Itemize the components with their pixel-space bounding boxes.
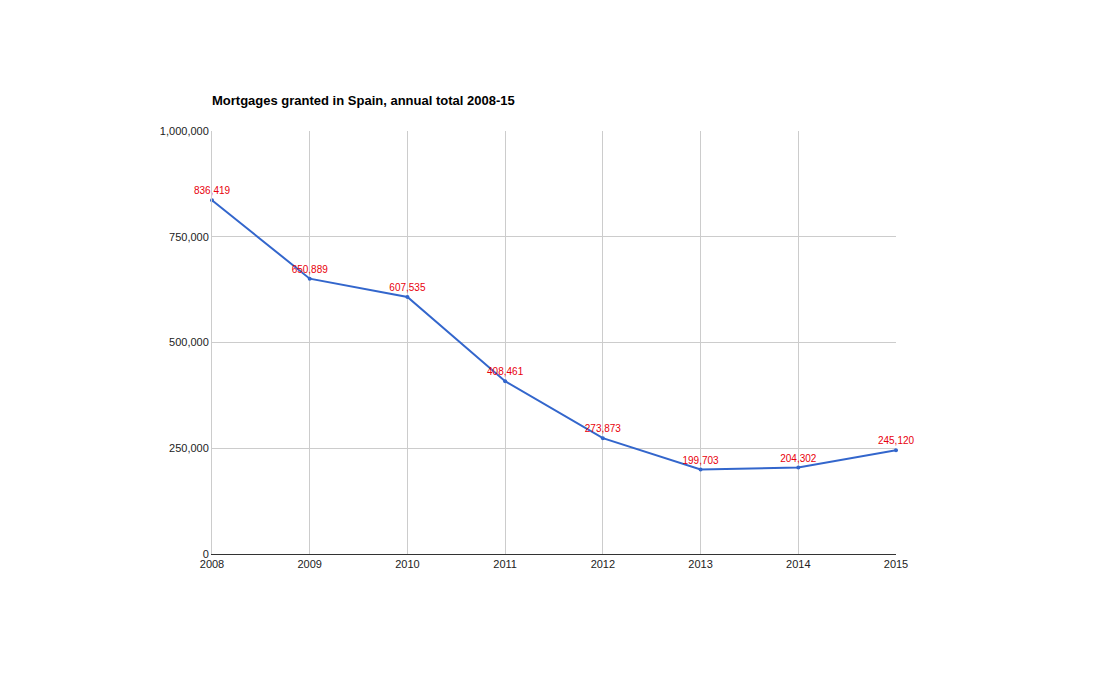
svg-text:2008: 2008 xyxy=(200,558,224,570)
svg-text:2010: 2010 xyxy=(395,558,419,570)
svg-text:1,000,000: 1,000,000 xyxy=(160,125,209,137)
svg-text:408,461: 408,461 xyxy=(487,366,524,377)
svg-text:650,889: 650,889 xyxy=(292,264,329,275)
svg-text:199,703: 199,703 xyxy=(682,455,719,466)
svg-text:245,120: 245,120 xyxy=(878,435,915,446)
svg-text:Mortgages granted in Spain, an: Mortgages granted in Spain, annual total… xyxy=(212,93,515,108)
svg-text:0: 0 xyxy=(203,548,209,560)
svg-text:2012: 2012 xyxy=(591,558,615,570)
svg-text:204,302: 204,302 xyxy=(780,453,817,464)
svg-text:750,000: 750,000 xyxy=(169,231,209,243)
svg-text:2013: 2013 xyxy=(688,558,712,570)
svg-text:2011: 2011 xyxy=(493,558,517,570)
svg-text:607,535: 607,535 xyxy=(389,282,426,293)
svg-text:250,000: 250,000 xyxy=(169,442,209,454)
svg-text:836,419: 836,419 xyxy=(194,185,231,196)
svg-text:2015: 2015 xyxy=(884,558,908,570)
svg-text:2014: 2014 xyxy=(786,558,810,570)
svg-text:273,873: 273,873 xyxy=(585,423,622,434)
svg-text:2009: 2009 xyxy=(297,558,321,570)
svg-text:500,000: 500,000 xyxy=(169,336,209,348)
